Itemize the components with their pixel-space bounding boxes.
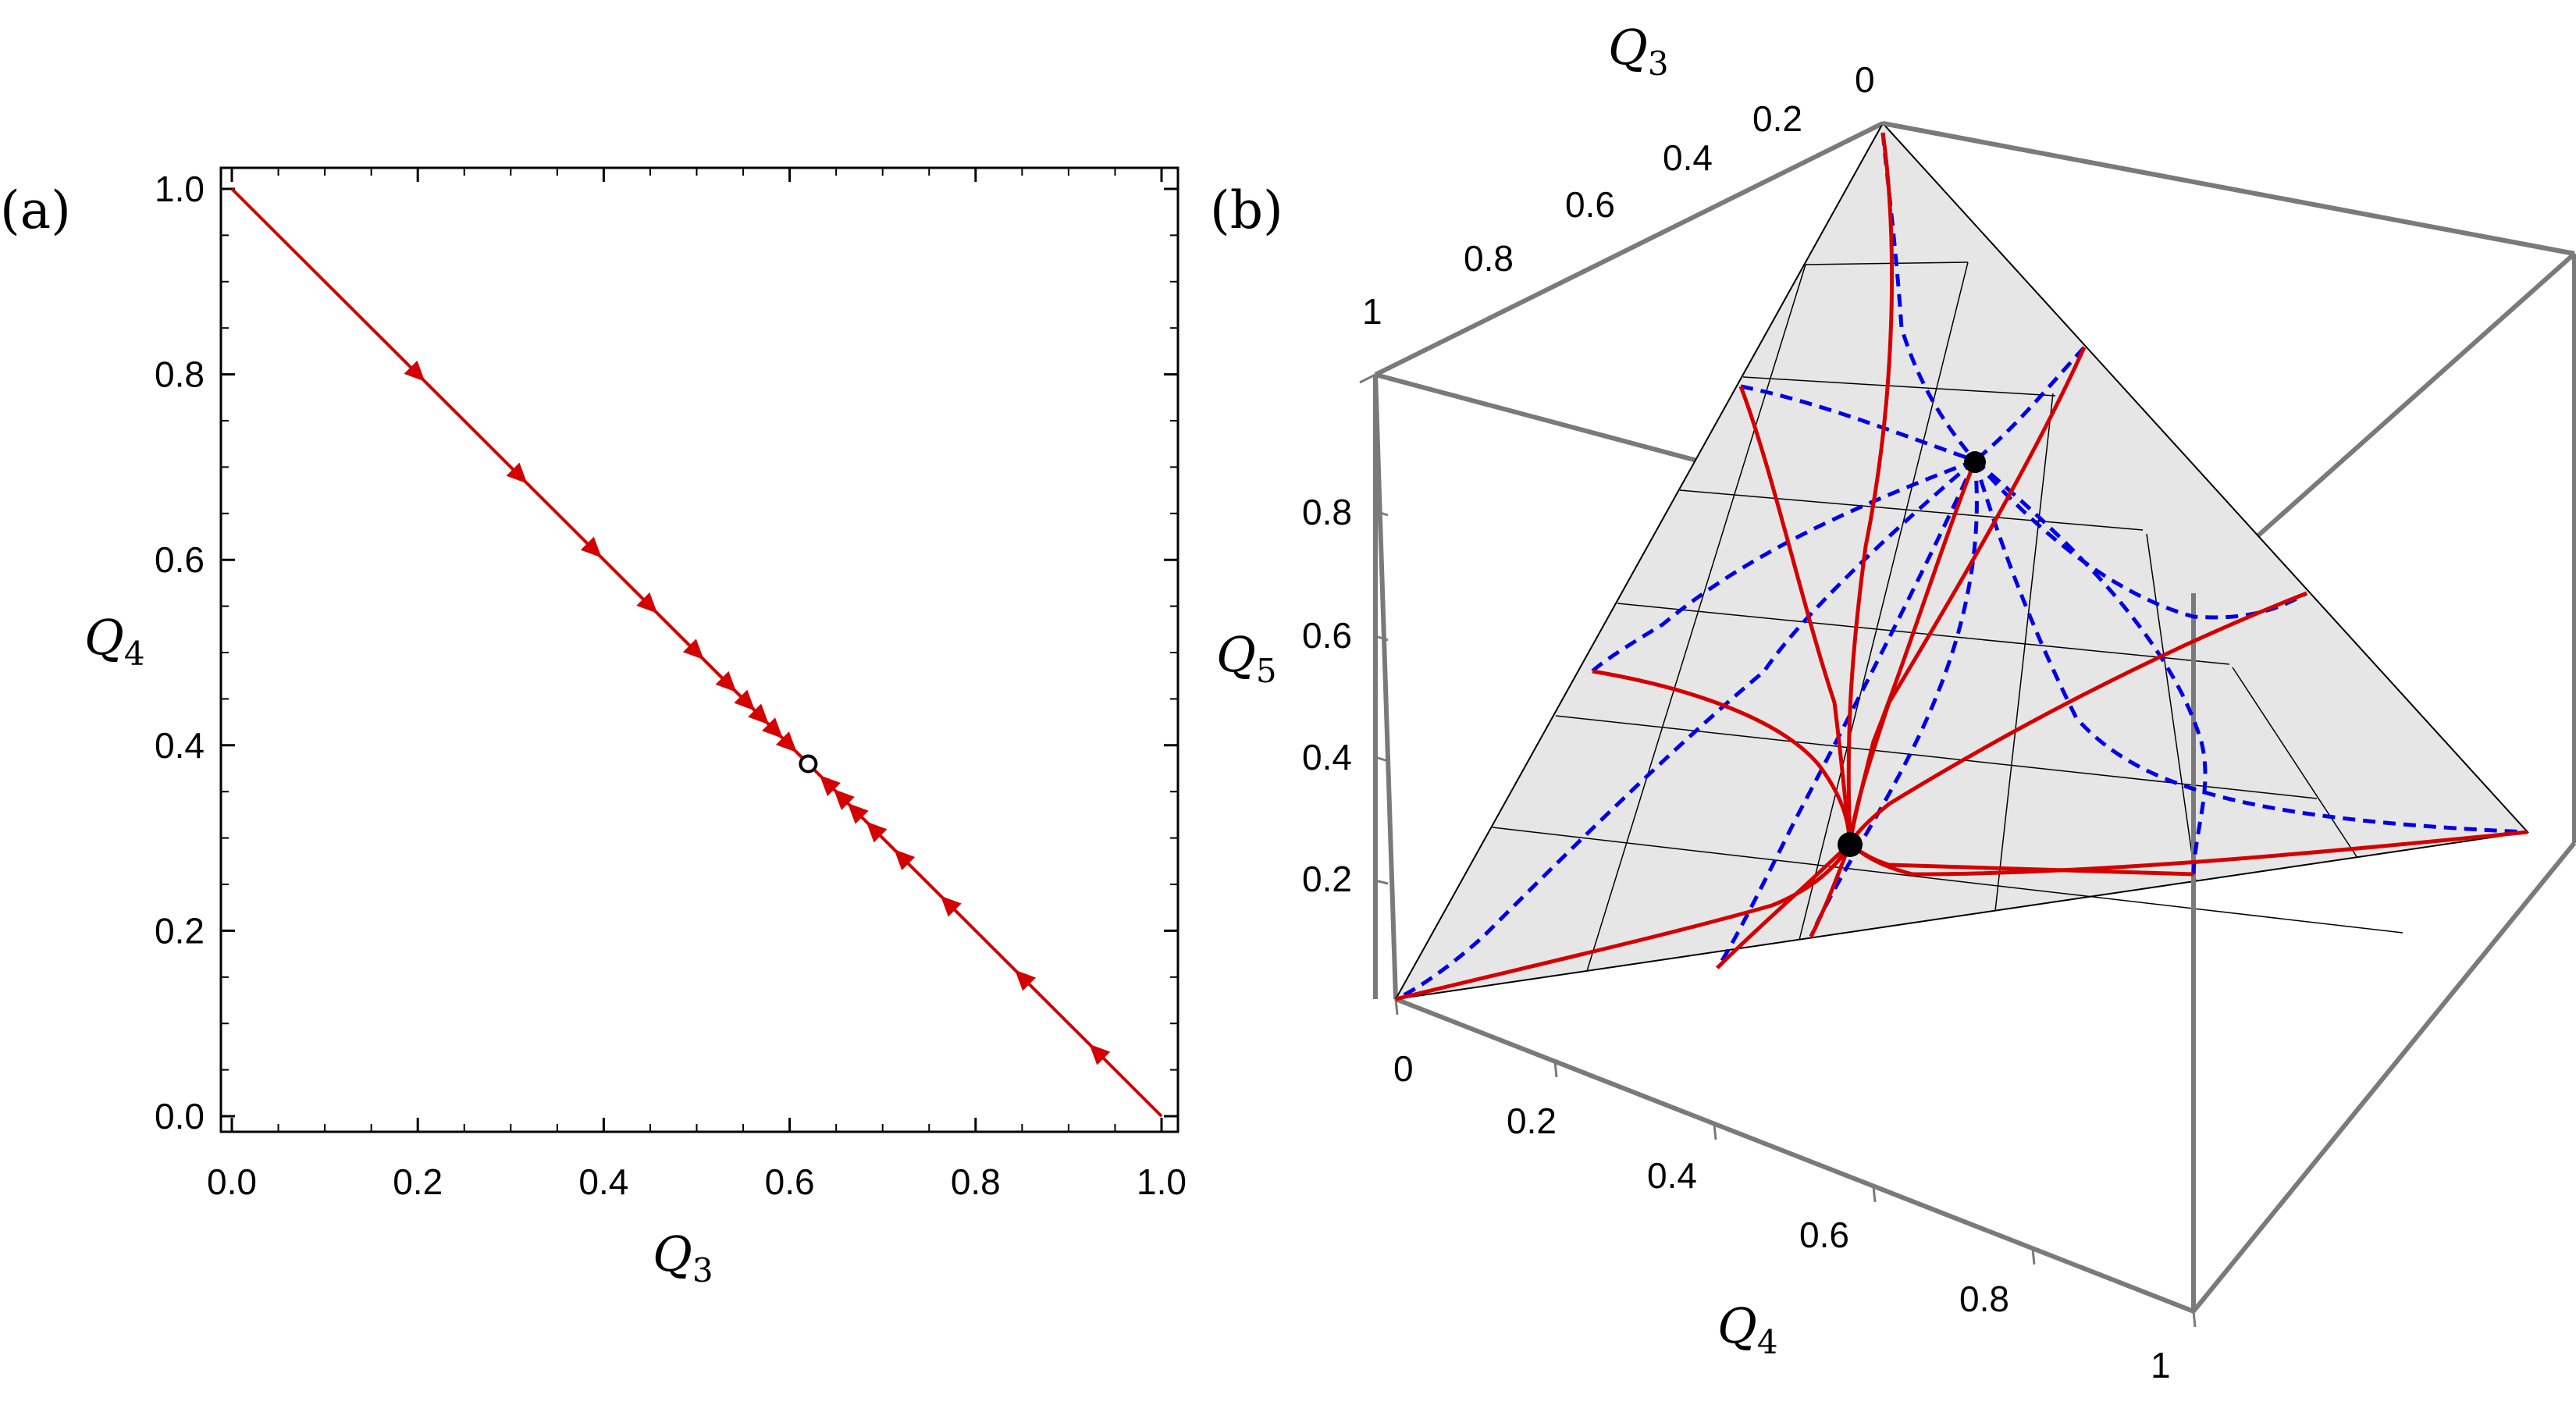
q3-tick-3: 0.6 <box>1565 184 1615 225</box>
q4-tick-4: 0.8 <box>1959 1279 2009 1319</box>
flow-arrow <box>1089 1044 1111 1065</box>
flow-arrow <box>894 849 916 871</box>
panel-a-x-tick-labels: 0.0 0.2 0.4 0.6 0.8 1.0 <box>207 1161 1187 1202</box>
box-front-edges <box>1373 121 2576 1314</box>
y-tick-label: 1.0 <box>155 169 205 209</box>
flow-arrow <box>940 895 962 917</box>
panel-a: (a) 0.0 0.2 0.4 0.6 0.8 1.0 0.0 0.2 0.4 0.6 0.8 1.… <box>0 166 1187 1289</box>
q3-tick-labels: 0 0.2 0.4 0.6 0.8 1 <box>1362 59 1875 332</box>
q4-tick-0: 0 <box>1393 1048 1414 1089</box>
y-tick-label: 0.8 <box>155 354 205 395</box>
q4-tick-2: 0.4 <box>1647 1155 1697 1196</box>
flow-arrow <box>833 788 855 810</box>
panel-a-frame <box>219 166 1179 1133</box>
x-tick-label: 0.0 <box>207 1161 257 1202</box>
stable-trajectories <box>1395 132 2528 1001</box>
q5-axis-label-sub: 5 <box>1256 652 1277 690</box>
q3-tick-1: 0.2 <box>1752 98 1802 139</box>
q4-ticks <box>1394 998 2197 1328</box>
q5-tick-3: 0.8 <box>1302 492 1352 532</box>
q3-ticks <box>1359 122 1884 384</box>
fixed-point-marker <box>799 754 818 774</box>
q4-tick-1: 0.2 <box>1507 1101 1557 1141</box>
flow-arrow <box>715 670 737 692</box>
panel-a-label: (a) <box>0 180 71 240</box>
q4-axis-label-main: Q <box>1717 1297 1757 1354</box>
q4-axis-label-sub: 4 <box>1757 1323 1778 1361</box>
x-axis-label-main: Q <box>653 1225 692 1282</box>
flow-arrow <box>762 717 783 739</box>
q4-tick-3: 0.6 <box>1799 1215 1849 1255</box>
q3-tick-0: 0 <box>1855 59 1875 100</box>
simplex-mesh <box>1492 261 2403 972</box>
y-tick-label: 0.0 <box>155 1096 205 1136</box>
flow-arrow <box>748 703 770 725</box>
flow-arrow <box>1015 969 1037 991</box>
flow-arrow <box>506 462 528 484</box>
y-axis-label: Q4 <box>84 609 145 673</box>
panel-a-y-tick-labels: 0.0 0.2 0.4 0.6 0.8 1.0 <box>155 169 205 1136</box>
stable-fixed-point <box>1838 832 1863 857</box>
flow-arrow <box>734 689 756 711</box>
y-tick-label: 0.6 <box>155 539 205 580</box>
q3-axis-label-main: Q <box>1608 19 1648 76</box>
x-axis-label: Q3 <box>653 1225 713 1289</box>
q5-tick-2: 0.6 <box>1302 615 1352 656</box>
q4-tick-labels: 0 0.2 0.4 0.6 0.8 1 <box>1393 1048 2171 1385</box>
flow-arrow <box>580 536 602 558</box>
flow-arrow <box>404 360 425 382</box>
x-tick-label: 1.0 <box>1137 1161 1187 1202</box>
flow-arrow <box>775 731 797 752</box>
q5-tick-1: 0.4 <box>1302 737 1352 777</box>
q5-tick-labels: 0.2 0.4 0.6 0.8 <box>1302 492 1352 899</box>
panel-b: (b) <box>1210 19 2576 1385</box>
flow-arrow <box>847 802 869 824</box>
flow-arrows <box>404 360 1111 1065</box>
q5-tick-0: 0.2 <box>1302 859 1352 899</box>
flow-arrow <box>682 638 704 660</box>
q4-axis-label: Q4 <box>1717 1297 1778 1361</box>
y-axis-label-sub: 4 <box>124 635 145 673</box>
q3-tick-5: 1 <box>1362 291 1382 332</box>
x-tick-label: 0.4 <box>578 1161 628 1202</box>
x-tick-label: 0.8 <box>951 1161 1001 1202</box>
flow-arrow <box>820 775 841 796</box>
saddle-fixed-point <box>1964 451 1986 473</box>
q3-tick-2: 0.4 <box>1663 137 1713 178</box>
simplex-surface <box>1394 122 2530 1001</box>
flow-arrow <box>866 821 888 843</box>
q5-ticks <box>1375 510 1389 885</box>
x-tick-label: 0.2 <box>393 1161 443 1202</box>
q3-axis-label-sub: 3 <box>1648 44 1669 83</box>
q5-axis-label-main: Q <box>1216 626 1256 683</box>
y-tick-label: 0.4 <box>155 725 205 766</box>
panel-b-label: (b) <box>1210 180 1283 240</box>
q3-axis-label: Q3 <box>1608 19 1669 83</box>
y-axis-label-main: Q <box>84 609 124 666</box>
q4-tick-5: 1 <box>2151 1345 2171 1385</box>
x-axis-label-sub: 3 <box>692 1251 713 1289</box>
panel-a-ticks <box>221 168 1178 1132</box>
q5-axis-label: Q5 <box>1216 626 1277 690</box>
q3-tick-4: 0.8 <box>1464 238 1514 279</box>
unstable-trajectories <box>1394 132 2528 1001</box>
y-tick-label: 0.2 <box>155 910 205 951</box>
x-tick-label: 0.6 <box>765 1161 815 1202</box>
flow-arrow <box>636 592 658 614</box>
